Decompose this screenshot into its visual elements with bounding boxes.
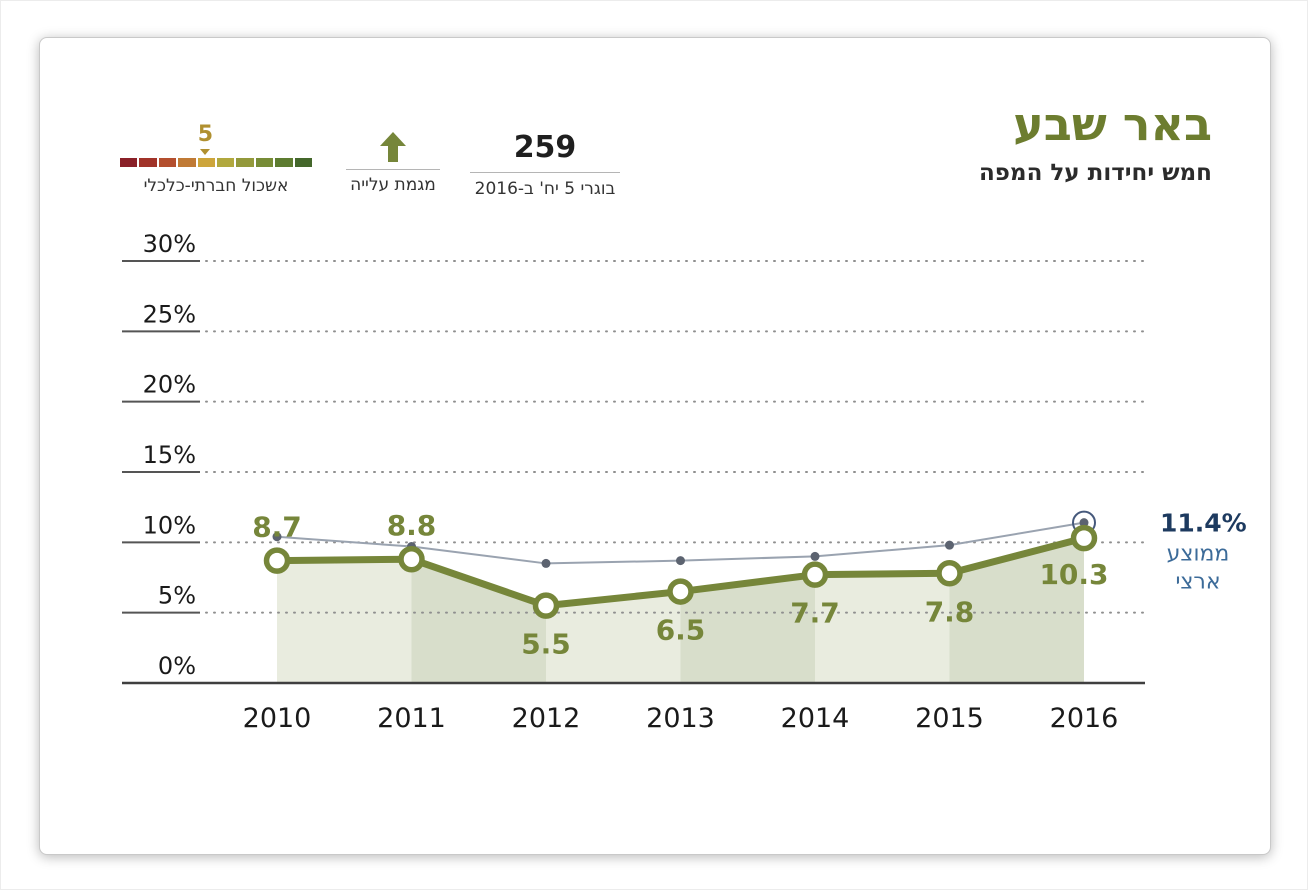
infographic-card: 5 אשכול חברתי-כלכלי מגמת עלייה 259 בוגרי… xyxy=(39,37,1271,855)
cluster-marker: 5 xyxy=(120,122,312,158)
area-bands xyxy=(277,538,1084,683)
cluster-segment xyxy=(197,158,216,167)
graduates-stat-block: 259 בוגרי 5 יח' ב-2016 xyxy=(460,130,630,199)
series-city xyxy=(263,524,1098,619)
trend-label: מגמת עלייה xyxy=(350,175,436,195)
gridlines: 0% 5% 10% 15% 20% 25% 30% xyxy=(122,230,1146,680)
graduates-value: 259 xyxy=(513,130,577,165)
y-tick-label: 20% xyxy=(143,371,196,399)
cluster-segment xyxy=(120,158,138,167)
cluster-segment xyxy=(217,158,235,167)
x-tick-label: 2010 xyxy=(243,703,312,734)
x-tick-label: 2011 xyxy=(377,703,446,734)
cluster-segment xyxy=(255,158,274,167)
page-subtitle: חמש יחידות על המפה xyxy=(979,160,1212,187)
national-point xyxy=(945,540,954,550)
city-point xyxy=(1070,524,1098,552)
socioeconomic-cluster-block: 5 אשכול חברתי-כלכלי xyxy=(120,122,313,196)
annotation-value: 11.4% xyxy=(1160,509,1247,538)
trend-block: מגמת עלייה xyxy=(332,132,454,195)
y-tick-label: 25% xyxy=(143,300,196,328)
area-band xyxy=(815,573,950,683)
page-title: באר שבע xyxy=(1013,97,1212,151)
area-band xyxy=(277,559,412,683)
city-point-label: 7.7 xyxy=(790,597,840,630)
chart-svg: 0%5%10%15%20%25%30%2010 2011 2012 2013 2014 2… xyxy=(122,230,1247,734)
cluster-segment xyxy=(275,158,293,167)
up-arrow-icon xyxy=(332,132,454,164)
cluster-segment xyxy=(294,158,313,167)
x-tick-label: 2015 xyxy=(915,703,984,734)
x-axis-labels: 2010 2011 2012 2013 2014 2015 2016 xyxy=(243,703,1119,734)
city-point xyxy=(936,560,963,587)
cluster-label: אשכול חברתי-כלכלי xyxy=(143,176,289,196)
title-block: באר שבע חמש יחידות על המפה xyxy=(979,97,1212,187)
graduates-caption: בוגרי 5 יח' ב-2016 xyxy=(474,179,616,199)
city-point xyxy=(398,545,425,573)
cluster-scale xyxy=(120,158,313,167)
city-point-labels: 8.7 8.8 5.5 6.5 7.7 7.8 10.3 xyxy=(252,509,1108,660)
annotation-label: ארצי xyxy=(1175,570,1220,595)
national-point xyxy=(810,551,820,561)
area-band xyxy=(546,591,681,683)
national-point xyxy=(272,532,282,542)
x-tick-label: 2013 xyxy=(646,703,715,734)
national-annotation: 11.4% ממוצע ארצי xyxy=(1160,509,1247,595)
cluster-segment xyxy=(158,158,177,167)
area-band xyxy=(680,574,815,683)
x-tick-label: 2012 xyxy=(512,703,581,734)
cluster-segment xyxy=(139,158,157,167)
city-point-label: 6.5 xyxy=(656,614,706,647)
city-point xyxy=(667,578,694,605)
annotation-label: ממוצע xyxy=(1167,542,1230,567)
city-point-label: 8.7 xyxy=(252,511,302,544)
y-tick-label: 15% xyxy=(143,441,196,469)
area-band xyxy=(949,538,1084,683)
national-point xyxy=(1079,518,1089,528)
x-tick-label: 2016 xyxy=(1050,703,1119,734)
y-tick-label: 30% xyxy=(143,230,196,258)
city-point xyxy=(263,547,291,574)
city-point-label: 7.8 xyxy=(925,595,975,628)
y-tick-label: 0% xyxy=(158,652,196,680)
cluster-value: 5 xyxy=(197,122,214,147)
cluster-segment xyxy=(178,158,196,167)
city-point xyxy=(801,561,829,588)
city-point-label: 8.8 xyxy=(387,509,437,542)
divider xyxy=(470,172,620,173)
divider xyxy=(346,169,440,170)
cluster-segment xyxy=(236,158,254,167)
area-band xyxy=(411,559,546,683)
national-point xyxy=(676,556,685,566)
national-point xyxy=(541,558,551,568)
city-point-label: 10.3 xyxy=(1039,558,1108,591)
cluster-caret-icon xyxy=(200,149,211,155)
y-tick-label: 5% xyxy=(158,582,196,610)
y-tick-label: 10% xyxy=(143,511,196,539)
x-tick-label: 2014 xyxy=(781,703,850,734)
city-point xyxy=(532,592,560,619)
city-point-label: 5.5 xyxy=(521,628,571,661)
